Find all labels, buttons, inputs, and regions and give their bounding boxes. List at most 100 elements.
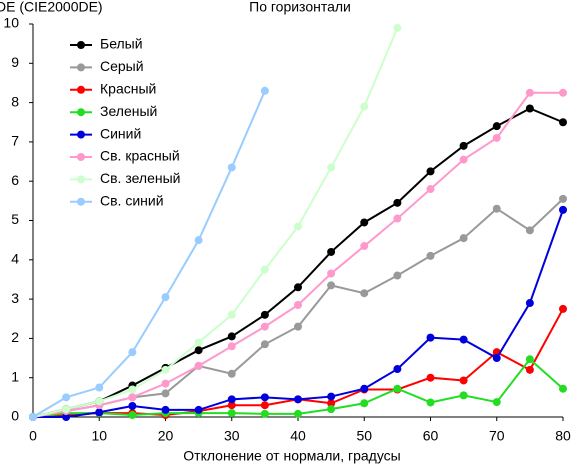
data-point [128,348,137,357]
data-point [62,413,71,421]
data-point [525,355,534,364]
data-point [459,155,468,164]
series-line [32,27,399,418]
data-point [294,222,302,231]
data-point [360,289,369,298]
data-point [260,86,269,95]
data-point [227,401,236,410]
data-point [194,338,203,347]
series-line [32,357,564,418]
y-tick-label: 8 [11,93,19,109]
data-point [29,413,37,421]
data-point [360,384,369,393]
data-point [393,365,402,374]
x-tick-label: 10 [91,428,107,444]
data-point [393,198,402,207]
data-point [227,369,236,378]
y-tick-label: 2 [11,329,19,345]
data-point [62,405,71,414]
data-point [559,205,567,214]
x-tick-label: 50 [356,428,372,444]
data-point [128,385,137,394]
data-point [327,392,336,401]
y-tick-label: 10 [3,15,19,31]
legend-marker [77,108,85,117]
legend-label: Белый [100,36,143,52]
x-tick-label: 80 [555,428,571,444]
legend-label: Св. синий [100,193,164,209]
data-point [559,88,567,97]
data-point [128,411,137,420]
data-point [459,391,468,400]
data-point [161,405,170,414]
data-point [194,405,203,414]
data-point [327,247,336,256]
data-point [227,310,236,319]
y-tick-label: 9 [11,54,19,70]
data-point [194,346,203,355]
data-point [426,333,435,342]
series-line [32,90,266,418]
data-point [327,269,336,278]
data-point [327,399,336,408]
data-point [559,384,567,393]
data-point [525,226,534,235]
y-tick-label: 6 [11,172,19,188]
data-point [260,340,269,349]
y-tick-label: 7 [11,133,19,149]
data-point [393,384,402,393]
data-point [294,395,302,404]
y-tick-label: 1 [11,368,19,384]
data-point [95,408,104,417]
data-point [426,398,435,407]
legend-marker [77,197,85,206]
data-point [492,354,501,363]
chart-title: По горизонтали [249,0,351,15]
data-point [95,383,104,392]
data-point [227,332,236,341]
data-point [327,405,336,414]
y-tick-label: 3 [11,290,19,306]
data-point [260,401,269,410]
data-point [260,409,269,418]
data-point [294,283,302,292]
data-point [294,322,302,331]
data-point [161,379,170,388]
legend-marker [77,175,85,184]
x-tick-label: 0 [29,428,37,444]
data-point [260,393,269,402]
data-point [260,310,269,319]
data-point [294,300,302,309]
data-point [260,265,269,274]
data-point [128,393,137,402]
data-point [360,242,369,251]
data-point [559,304,567,313]
data-point [327,281,336,290]
y-tick-label: 0 [11,408,19,424]
data-point [327,163,336,172]
legend-label: Св. зеленый [100,170,180,186]
data-point [161,389,170,398]
y-axis-label: DE (CIE2000DE) [0,0,103,15]
data-point [161,293,170,302]
data-point [525,88,534,97]
data-point [459,376,468,385]
x-tick-label: 20 [158,428,174,444]
data-point [426,251,435,260]
data-point [459,141,468,150]
data-point [492,398,501,407]
data-point [525,299,534,308]
legend-label: Зеленый [100,103,157,119]
data-point [393,271,402,280]
x-axis-label: Отклонение от нормали, градусы [183,448,400,464]
x-tick-label: 70 [489,428,505,444]
data-point [128,401,137,410]
data-point [426,167,435,176]
legend-marker [77,41,85,49]
y-tick-label: 4 [11,251,19,267]
y-tick-label: 5 [11,211,19,227]
data-point [95,397,104,406]
legend-label: Серый [100,58,144,74]
data-point [459,335,468,344]
data-point [194,236,203,245]
